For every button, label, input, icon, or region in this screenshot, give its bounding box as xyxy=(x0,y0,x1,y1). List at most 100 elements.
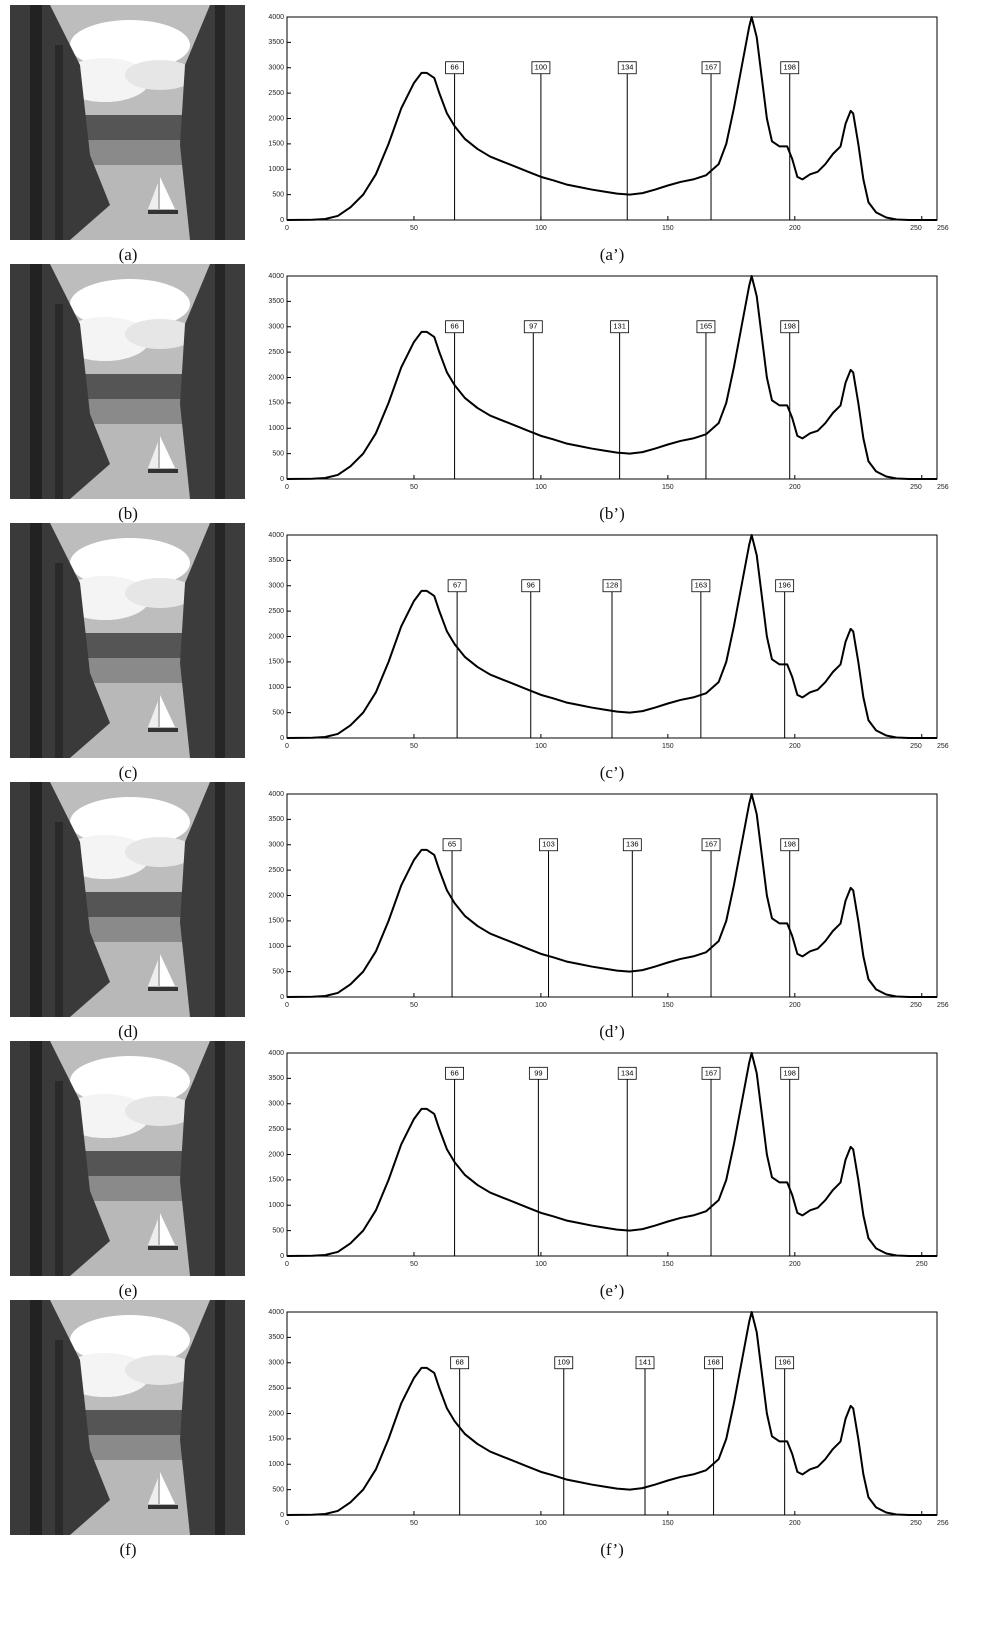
threshold-label: 136 xyxy=(626,840,639,849)
x-tick-label: 50 xyxy=(410,484,418,491)
threshold-box xyxy=(521,579,541,593)
histogram-line xyxy=(286,534,937,739)
chart-caption: (f’) xyxy=(600,1540,624,1559)
y-tick-label: 3000 xyxy=(268,1360,284,1367)
threshold-box xyxy=(696,320,716,334)
y-tick-label: 500 xyxy=(272,1486,284,1493)
y-tick-label: 3500 xyxy=(268,816,284,823)
y-tick-label: 2000 xyxy=(268,374,284,381)
threshold-label: 167 xyxy=(705,1068,718,1077)
threshold-box xyxy=(775,579,795,593)
x-tick-label: 250 xyxy=(910,225,922,232)
x-tick-label: 256 xyxy=(937,743,949,750)
threshold-box xyxy=(554,1356,574,1370)
plot-frame xyxy=(286,1052,938,1257)
histogram-line xyxy=(286,275,937,480)
x-tick-label: 100 xyxy=(535,225,547,232)
x-tick-label: 250 xyxy=(910,743,922,750)
histogram-line xyxy=(286,793,937,998)
y-tick-label: 1500 xyxy=(268,400,284,407)
y-tick-label: 1500 xyxy=(268,141,284,148)
y-tick-label: 3500 xyxy=(268,298,284,305)
y-tick-label: 3000 xyxy=(268,65,284,72)
y-tick-label: 2500 xyxy=(268,349,284,356)
y-tick-label: 0 xyxy=(280,217,284,224)
y-tick-label: 0 xyxy=(280,735,284,742)
plot-frame xyxy=(286,16,938,221)
threshold-box xyxy=(602,579,622,593)
y-tick-label: 4000 xyxy=(268,273,284,280)
x-tick-label: 256 xyxy=(937,225,949,232)
plot-frame xyxy=(286,275,938,480)
y-tick-label: 3000 xyxy=(268,324,284,331)
threshold-box xyxy=(701,838,721,852)
y-tick-label: 2500 xyxy=(268,608,284,615)
y-tick-label: 1000 xyxy=(268,1461,284,1468)
threshold-label: 141 xyxy=(639,1358,652,1367)
threshold-label: 167 xyxy=(705,63,718,72)
threshold-box xyxy=(617,61,637,75)
x-tick-label: 50 xyxy=(410,1261,418,1268)
y-tick-label: 1500 xyxy=(268,918,284,925)
y-tick-label: 1500 xyxy=(268,1436,284,1443)
x-tick-label: 50 xyxy=(410,1520,418,1527)
x-tick-label: 150 xyxy=(662,225,674,232)
threshold-box xyxy=(691,579,711,593)
threshold-box xyxy=(523,320,543,334)
threshold-label: 134 xyxy=(621,1068,634,1077)
threshold-box xyxy=(635,1356,655,1370)
photo xyxy=(10,5,245,240)
threshold-label: 198 xyxy=(783,63,796,72)
x-tick-label: 250 xyxy=(910,1520,922,1527)
threshold-box xyxy=(704,1356,723,1370)
x-tick-label: 100 xyxy=(535,1002,547,1009)
y-tick-label: 500 xyxy=(272,968,284,975)
threshold-box xyxy=(780,1066,800,1080)
x-tick-label: 0 xyxy=(285,484,289,491)
chart-caption: (c’) xyxy=(600,763,625,782)
y-tick-label: 500 xyxy=(272,191,284,198)
y-tick-label: 3500 xyxy=(268,557,284,564)
photo xyxy=(10,782,245,1017)
x-tick-label: 200 xyxy=(789,1520,801,1527)
threshold-label: 67 xyxy=(453,581,461,590)
image-caption: (a) xyxy=(119,245,138,264)
threshold-label: 66 xyxy=(450,63,458,72)
chart-caption: (b’) xyxy=(599,504,624,523)
y-tick-label: 1000 xyxy=(268,166,284,173)
image-caption: (c) xyxy=(119,763,138,782)
threshold-label: 168 xyxy=(707,1358,720,1367)
x-tick-label: 50 xyxy=(410,1002,418,1009)
threshold-label: 128 xyxy=(606,581,619,590)
plot-frame xyxy=(286,1311,938,1516)
y-tick-label: 1000 xyxy=(268,943,284,950)
threshold-label: 165 xyxy=(700,322,713,331)
threshold-label: 99 xyxy=(534,1068,542,1077)
y-tick-label: 2500 xyxy=(268,90,284,97)
x-tick-label: 100 xyxy=(535,743,547,750)
x-tick-label: 256 xyxy=(937,1520,949,1527)
x-tick-label: 50 xyxy=(410,225,418,232)
threshold-label: 198 xyxy=(783,1068,796,1077)
x-tick-label: 250 xyxy=(916,1261,928,1268)
x-tick-label: 150 xyxy=(662,1261,674,1268)
x-tick-label: 50 xyxy=(410,743,418,750)
histogram-line xyxy=(286,1311,937,1516)
y-tick-label: 3000 xyxy=(268,583,284,590)
threshold-label: 131 xyxy=(613,322,626,331)
y-tick-label: 0 xyxy=(280,994,284,1001)
threshold-box xyxy=(445,1066,464,1080)
x-tick-label: 100 xyxy=(535,1520,547,1527)
image-caption: (f) xyxy=(120,1540,137,1559)
threshold-box xyxy=(528,1066,548,1080)
chart-caption: (a’) xyxy=(600,245,625,264)
y-tick-label: 2500 xyxy=(268,867,284,874)
x-tick-label: 250 xyxy=(910,484,922,491)
threshold-label: 198 xyxy=(783,322,796,331)
y-tick-label: 500 xyxy=(272,450,284,457)
y-tick-label: 2000 xyxy=(268,892,284,899)
x-tick-label: 150 xyxy=(662,1002,674,1009)
x-tick-label: 100 xyxy=(535,484,547,491)
threshold-box xyxy=(622,838,642,852)
